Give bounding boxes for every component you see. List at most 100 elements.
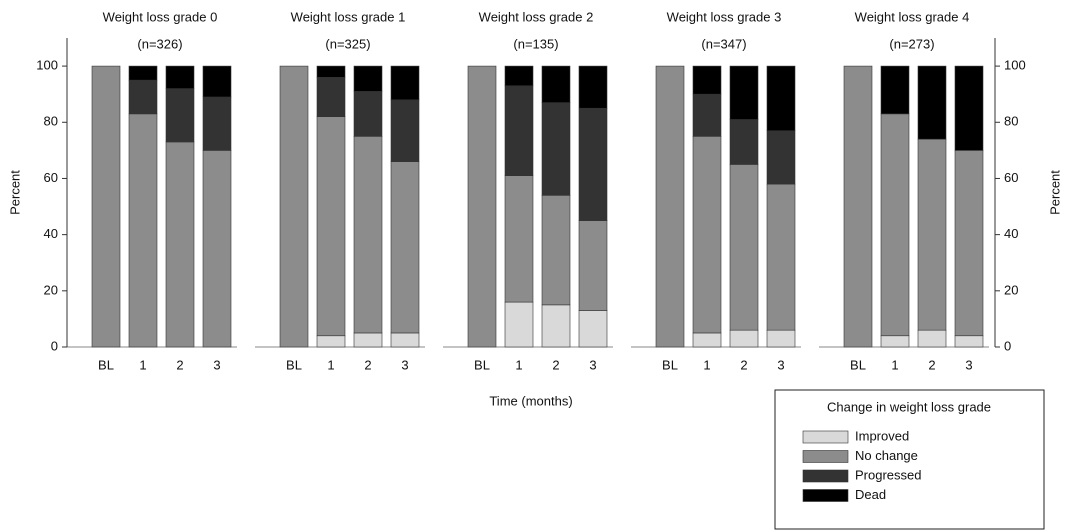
bar-segment (729, 164, 759, 331)
bar-segment (91, 65, 121, 348)
panel-subtitle: (n=347) (701, 36, 746, 51)
bar-segment (165, 141, 195, 348)
x-tick-label: 1 (139, 357, 146, 372)
bar-segment (165, 88, 195, 143)
bar-segment (729, 119, 759, 165)
legend-label: No change (855, 448, 918, 463)
bar-segment (390, 65, 420, 101)
bar-segment (692, 332, 722, 348)
bar-segment (692, 65, 722, 95)
bar-segment (578, 65, 608, 109)
bar-segment (880, 335, 910, 348)
bar-segment (843, 65, 873, 348)
legend-title: Change in weight loss grade (827, 399, 991, 414)
bar-segment (766, 130, 796, 185)
panel-title: Weight loss grade 3 (667, 9, 782, 24)
bar-segment (917, 329, 947, 348)
bar-segment (954, 65, 984, 151)
y-tick-label: 80 (1004, 114, 1018, 129)
bar-segment (541, 65, 571, 103)
bar-segment (353, 65, 383, 92)
x-tick-label: 3 (589, 357, 596, 372)
bar-segment (316, 335, 346, 348)
bar-segment (353, 136, 383, 334)
bar-segment (202, 96, 232, 151)
bar-segment (917, 65, 947, 140)
bar-segment (316, 116, 346, 337)
bar-segment (467, 65, 497, 348)
bar-segment (128, 113, 158, 348)
bar-segment (692, 136, 722, 334)
bar-segment (202, 150, 232, 348)
bar-segment (504, 85, 534, 176)
bar-segment (578, 107, 608, 221)
legend-label: Improved (855, 428, 909, 443)
x-tick-label: 1 (515, 357, 522, 372)
panel-title: Weight loss grade 2 (479, 9, 594, 24)
legend-swatch (802, 489, 849, 502)
x-tick-label: 3 (401, 357, 408, 372)
panel-title: Weight loss grade 0 (103, 9, 218, 24)
bar-segment (390, 161, 420, 334)
x-tick-label: BL (98, 357, 114, 372)
panel-subtitle: (n=273) (889, 36, 934, 51)
y-tick-label: 20 (44, 282, 58, 297)
legend-swatch (802, 450, 849, 463)
bar-segment (165, 65, 195, 89)
bar-segment (316, 77, 346, 117)
x-axis-label: Time (months) (489, 393, 572, 408)
bar-segment (541, 195, 571, 306)
bar-segment (954, 150, 984, 337)
bar-segment (766, 329, 796, 348)
bar-segment (729, 65, 759, 120)
y-tick-label: 20 (1004, 282, 1018, 297)
legend-label: Progressed (855, 467, 921, 482)
y-tick-label: 0 (51, 338, 58, 353)
bar-segment (316, 65, 346, 78)
x-tick-label: 3 (213, 357, 220, 372)
bar-segment (578, 220, 608, 311)
panel-title: Weight loss grade 4 (855, 9, 970, 24)
y-tick-label: 40 (44, 226, 58, 241)
bar-segment (578, 310, 608, 348)
panel-subtitle: (n=325) (325, 36, 370, 51)
x-tick-label: 1 (327, 357, 334, 372)
bar-segment (202, 65, 232, 98)
x-tick-label: 3 (965, 357, 972, 372)
x-tick-label: 2 (552, 357, 559, 372)
bar-segment (504, 301, 534, 348)
x-tick-label: BL (662, 357, 678, 372)
bar-segment (353, 91, 383, 137)
x-tick-label: 3 (777, 357, 784, 372)
panel-subtitle: (n=135) (513, 36, 558, 51)
bar-segment (541, 102, 571, 196)
bar-segment (917, 138, 947, 331)
y-axis-label: Percent (7, 170, 22, 215)
x-tick-label: 2 (740, 357, 747, 372)
bar-segment (128, 65, 158, 81)
y-tick-label: 40 (1004, 226, 1018, 241)
y-tick-label: 100 (1004, 58, 1026, 73)
bar-segment (279, 65, 309, 348)
bar-segment (766, 65, 796, 132)
legend-swatch (802, 430, 849, 444)
bar-segment (766, 183, 796, 331)
y-axis-label: Percent (1047, 170, 1062, 215)
x-tick-label: 1 (703, 357, 710, 372)
y-tick-label: 0 (1004, 338, 1011, 353)
bar-segment (353, 332, 383, 348)
bar-segment (541, 304, 571, 348)
bar-segment (954, 335, 984, 348)
x-tick-label: 1 (891, 357, 898, 372)
bar-segment (504, 175, 534, 303)
bar-segment (504, 65, 534, 87)
bar-segment (655, 65, 685, 348)
bar-segment (390, 332, 420, 348)
bar-segment (692, 93, 722, 137)
panel-subtitle: (n=326) (137, 36, 182, 51)
x-tick-label: 2 (928, 357, 935, 372)
bar-segment (390, 99, 420, 162)
bar-segment (880, 113, 910, 337)
y-tick-label: 60 (1004, 170, 1018, 185)
